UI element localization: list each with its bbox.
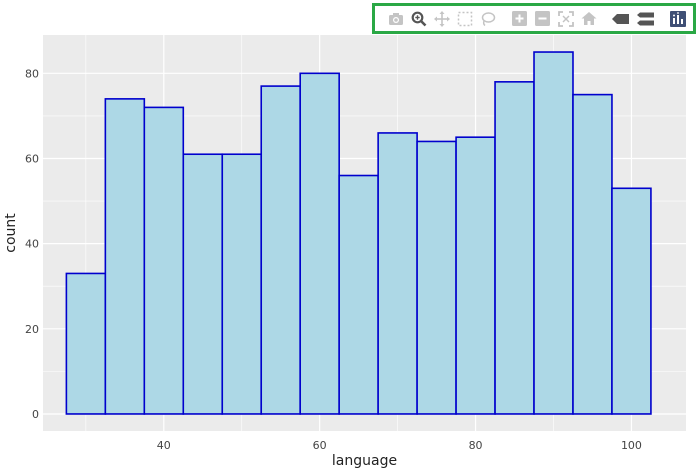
y-tick-labels: 0 20 40 60 80 <box>25 67 39 421</box>
x-tick-label: 100 <box>621 439 642 452</box>
x-tick-label: 80 <box>469 439 483 452</box>
lasso-select-icon[interactable] <box>480 10 496 28</box>
histogram-bar <box>338 174 379 415</box>
hover-closest-icon[interactable] <box>611 10 630 28</box>
histogram-bar <box>104 98 146 415</box>
y-axis-title: count <box>3 213 19 253</box>
histogram-bar <box>572 93 613 415</box>
histogram-bar <box>377 132 418 415</box>
histogram-bar <box>455 136 496 415</box>
bars <box>65 51 652 415</box>
y-tick-label: 0 <box>32 408 39 421</box>
autoscale-icon[interactable] <box>557 10 574 28</box>
plotly-logo-icon[interactable] <box>670 10 687 28</box>
histogram-bar <box>143 106 185 415</box>
histogram-bar <box>494 81 535 415</box>
reset-axes-icon[interactable] <box>581 10 597 28</box>
y-tick-label: 80 <box>25 67 39 80</box>
zoom-icon[interactable] <box>411 10 427 28</box>
x-axis-title: language <box>332 453 397 469</box>
zoom-out-icon[interactable] <box>535 10 551 28</box>
histogram-bar <box>65 272 107 415</box>
y-tick-label: 40 <box>25 238 39 251</box>
modebar <box>372 3 696 34</box>
box-select-icon[interactable] <box>457 10 473 28</box>
histogram-bar <box>533 51 574 415</box>
zoom-in-icon[interactable] <box>512 10 528 28</box>
histogram-bar <box>182 153 224 415</box>
x-tick-label: 40 <box>157 439 171 452</box>
pan-icon[interactable] <box>434 10 451 28</box>
x-tick-labels: 40 60 80 100 <box>157 439 642 452</box>
histogram-bar <box>299 72 340 415</box>
y-tick-label: 60 <box>25 152 39 165</box>
histogram-bar <box>416 140 457 415</box>
histogram-bar <box>221 153 263 415</box>
hover-compare-icon[interactable] <box>636 10 655 28</box>
camera-icon[interactable] <box>388 10 404 28</box>
histogram-bar <box>611 187 652 415</box>
histogram-bar <box>260 85 302 415</box>
y-tick-label: 20 <box>25 323 39 336</box>
x-tick-label: 60 <box>313 439 327 452</box>
